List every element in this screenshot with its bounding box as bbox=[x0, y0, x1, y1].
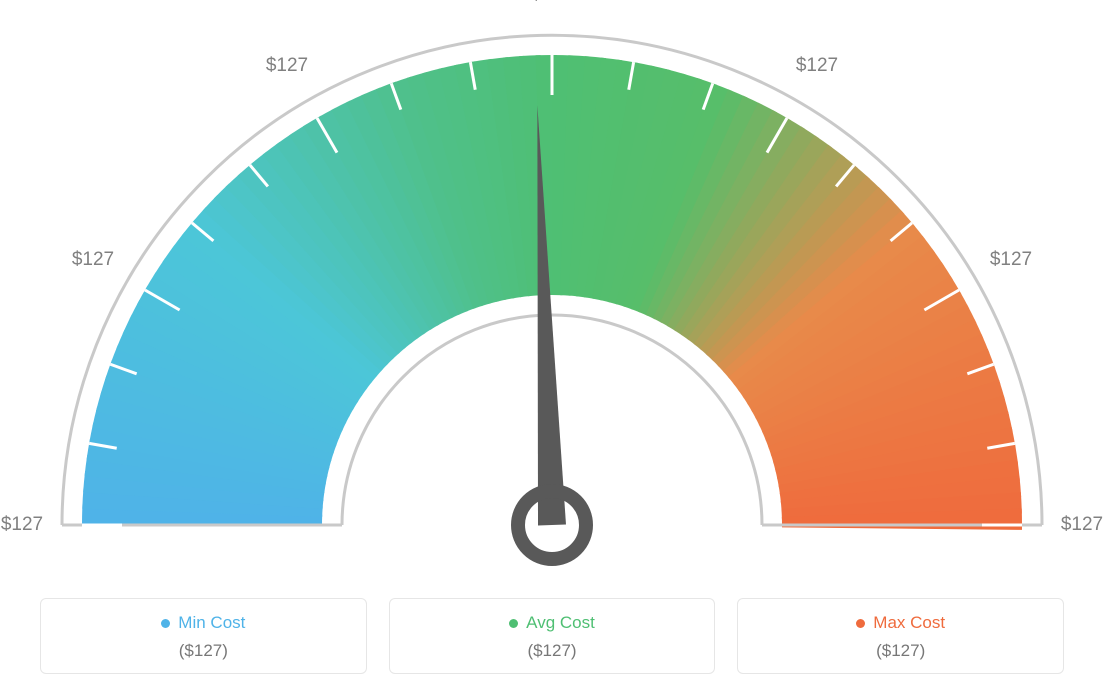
legend-row: Min Cost ($127) Avg Cost ($127) Max Cost… bbox=[40, 598, 1064, 674]
dot-icon bbox=[856, 619, 865, 628]
gauge-tick-label: $127 bbox=[796, 55, 838, 77]
gauge-tick-label: $127 bbox=[1, 514, 43, 536]
legend-value: ($127) bbox=[400, 641, 705, 661]
dot-icon bbox=[161, 619, 170, 628]
legend-card-max: Max Cost ($127) bbox=[737, 598, 1064, 674]
gauge-tick-label: $127 bbox=[72, 249, 114, 271]
chart-container: $127 $127 $127 $127 $127 $127 $127 Min Cost ($… bbox=[0, 0, 1104, 690]
legend-card-min: Min Cost ($127) bbox=[40, 598, 367, 674]
gauge-tick-label: $127 bbox=[990, 249, 1032, 271]
dot-icon bbox=[509, 619, 518, 628]
gauge-tick-label: $127 bbox=[531, 0, 573, 6]
legend-title-avg: Avg Cost bbox=[509, 613, 595, 633]
legend-label: Avg Cost bbox=[526, 613, 595, 633]
legend-title-min: Min Cost bbox=[161, 613, 245, 633]
gauge-tick-label: $127 bbox=[266, 55, 308, 77]
legend-value: ($127) bbox=[748, 641, 1053, 661]
legend-label: Min Cost bbox=[178, 613, 245, 633]
legend-card-avg: Avg Cost ($127) bbox=[389, 598, 716, 674]
gauge-svg bbox=[0, 0, 1104, 590]
gauge-tick-label: $127 bbox=[1061, 514, 1103, 536]
legend-label: Max Cost bbox=[873, 613, 945, 633]
legend-value: ($127) bbox=[51, 641, 356, 661]
gauge-area: $127 $127 $127 $127 $127 $127 $127 bbox=[0, 0, 1104, 590]
legend-title-max: Max Cost bbox=[856, 613, 945, 633]
